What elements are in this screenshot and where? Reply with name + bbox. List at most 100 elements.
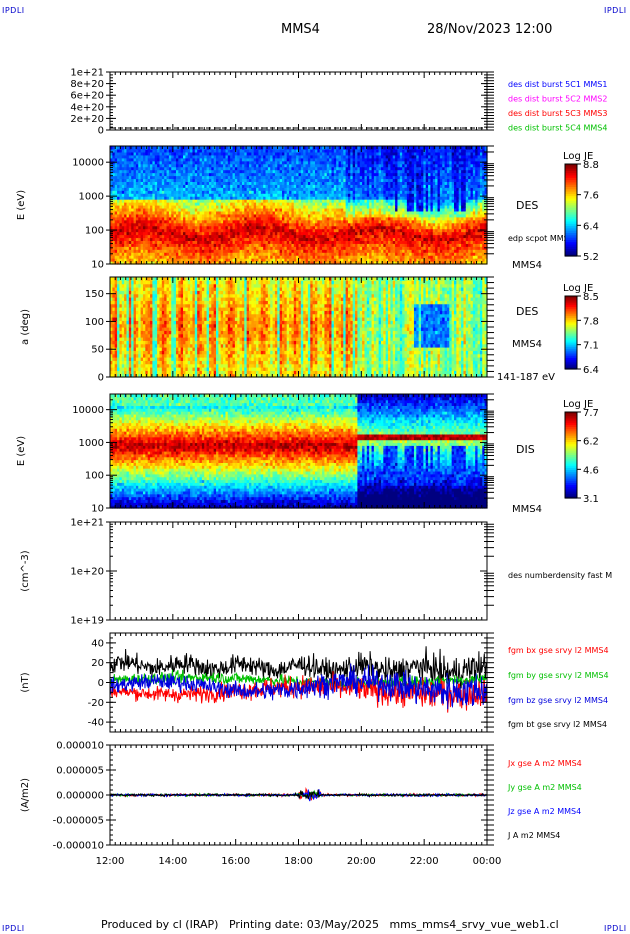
time-ticks [109,633,488,732]
colorbar-tick: 7.7 [583,408,599,419]
y-tick-label: 1e+19 [70,616,104,627]
fgm-legend-1: fgm bx gse srvy l2 MMS4 [508,646,609,655]
density-y-label: (cm^-3) [20,550,31,591]
pitch-angle-y-label: a (deg) [20,309,31,345]
time-axis: 12:00 14:00 16:00 18:00 20:00 22:00 00:00 [96,856,502,867]
dis-energy-y-axis: 10000 1000 100 10 [72,393,494,515]
corner-label-top-left: IPDLI [2,6,25,15]
pitch-angle-right-label-2: MMS4 [512,339,542,350]
y-tick-label: -20 [88,698,104,709]
des-dist-legend-1: des dist burst 5C1 MMS1 [508,80,607,89]
density-y-axis: 1e+21 1e+20 1e+19 [70,518,494,627]
y-tick-label: 100 [85,226,104,237]
y-tick-label: 1e+20 [70,567,104,578]
y-tick-label: 40 [91,638,104,649]
des-energy-right-label: DES [516,199,538,212]
fgm-y-label: (nT) [20,672,31,692]
dis-energy-right-label: DIS [516,443,535,456]
y-tick-label: -0.000005 [53,816,104,827]
y-tick-label: 100 [85,317,104,328]
y-tick-label: 0.000010 [56,741,104,752]
y-tick-label: 10000 [72,158,104,169]
y-tick-label: -40 [88,718,104,729]
time-ticks [109,72,488,130]
time-tick-label: 16:00 [221,856,250,867]
colorbar-tick: 7.8 [583,316,599,327]
datetime-title: 28/Nov/2023 12:00 [427,22,553,37]
des-energy-spectrogram [110,146,488,265]
y-tick-label: 150 [85,289,104,300]
y-tick-label: 1e+21 [70,518,104,529]
current-y-label: (A/m2) [20,778,31,812]
y-tick-label: 0 [98,126,104,137]
y-tick-label: 4e+20 [70,102,104,113]
current-legend-3: Jz gse A m2 MMS4 [507,807,581,816]
y-tick-label: 20 [91,658,104,669]
y-tick-label: 100 [85,471,104,482]
des-energy-right-label-2: edp scpot MMS4 [508,234,574,243]
current-legend-2: Jy gse A m2 MMS4 [507,783,582,792]
colorbar-title: Log JE [563,399,593,410]
density-legend: des numberdensity fast M [508,571,612,580]
density-panel-frame [109,521,488,621]
current-y-axis: 0.000010 0.000005 0.000000 -0.000005 -0.0000… [53,741,494,852]
y-tick-label: 0.000000 [56,791,104,802]
spacecraft-title: MMS4 [281,22,320,37]
des-energy-y-axis: 10000 1000 100 10 [72,145,494,271]
colorbar-tick: 5.2 [583,252,599,263]
colorbar-tick: 7.6 [583,191,599,202]
time-tick-label: 20:00 [347,856,376,867]
colorbar-tick: 6.2 [583,437,599,448]
corner-label-bottom-left: IPDLI [2,924,25,933]
colorbar-tick: 7.1 [583,341,599,352]
footer: Produced by cl (IRAP) Printing date: 03/… [101,918,559,931]
y-tick-label: 1000 [79,192,104,203]
time-ticks [109,522,488,620]
y-tick-label: 0 [98,678,104,689]
time-tick-label: 12:00 [96,856,125,867]
colorbar-tick: 4.6 [583,465,599,476]
time-ticks [109,745,488,845]
colorbar-tick: 8.5 [583,292,599,303]
current-legend-1: Jx gse A m2 MMS4 [507,759,582,768]
colorbar-title: Log JE [563,283,593,294]
colorbar-tick: 3.1 [583,494,599,505]
des-energy-y-label: E (eV) [16,190,27,220]
time-ticks [109,277,488,377]
y-tick-label: 10 [91,260,104,271]
pitch-angle-right-label: DES [516,305,538,318]
dis-energy-spectrogram [110,394,488,509]
pitch-angle-y-axis: 150 100 50 0 [85,276,494,384]
dis-energy-colorbar: Log JE7.7 6.2 4.6 3.1 [563,399,599,505]
y-tick-label: 6e+20 [70,91,104,102]
colorbar-tick: 6.4 [583,221,599,232]
y-tick-label: 50 [91,345,104,356]
time-ticks [109,394,488,508]
y-tick-label: 10000 [72,405,104,416]
fgm-legend-4: fgm bt gse srvy l2 MMS4 [508,720,607,729]
colorbar-tick: 8.8 [583,160,599,171]
fgm-legend-2: fgm by gse srvy l2 MMS4 [508,671,609,680]
y-tick-label: 2e+20 [70,114,104,125]
time-tick-label: 00:00 [473,856,502,867]
fgm-legend-3: fgm bz gse srvy l2 MMS4 [508,696,608,705]
des-dist-legend-3: des dist burst 5C3 MMS3 [508,109,607,118]
y-tick-label: 1000 [79,438,104,449]
dis-energy-y-label: E (eV) [16,436,27,466]
time-tick-label: 22:00 [410,856,439,867]
y-tick-label: 1e+21 [70,68,104,79]
time-tick-label: 18:00 [284,856,313,867]
corner-label-top-right: IPDLI [604,6,627,15]
y-tick-label: 10 [91,504,104,515]
fgm-y-axis: 40 20 0 -20 -40 [88,632,494,733]
corner-label-bottom-right: IPDLI [604,924,627,933]
fgm-series-4 [109,646,487,689]
colorbar-title: Log JE [563,151,593,162]
y-tick-label: 8e+20 [70,79,104,90]
des-dist-panel-frame [109,71,488,131]
footer-printing-date: Printing date: 03/May/2025 [228,918,379,931]
des-energy-colorbar: Log JE8.8 7.6 6.4 5.2 [563,151,599,263]
